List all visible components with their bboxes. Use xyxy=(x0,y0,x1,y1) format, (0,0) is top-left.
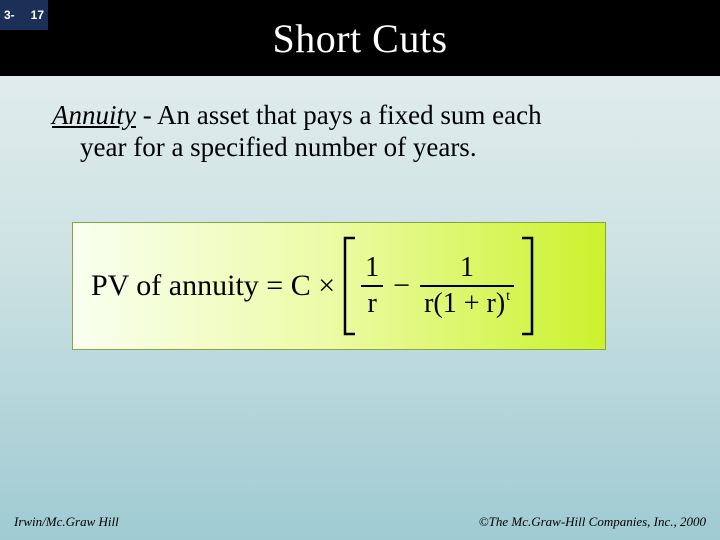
formula-lhs: PV of annuity = C × xyxy=(91,269,335,303)
definition-term: Annuity xyxy=(52,100,136,130)
footer-right: ©The Mc.Graw-Hill Companies, Inc., 2000 xyxy=(479,514,706,530)
definition-line2: year for a specified number of years. xyxy=(52,132,684,164)
chapter-number: 3- xyxy=(4,8,15,22)
slide-footer: Irwin/Mc.Graw Hill ©The Mc.Graw-Hill Com… xyxy=(0,514,720,530)
slide: 3- 17 Short Cuts Annuity - An asset that… xyxy=(0,0,720,540)
page-badge: 3- 17 xyxy=(0,0,48,30)
minus-sign: − xyxy=(383,269,420,303)
frac2-den-r: r xyxy=(424,290,433,318)
fraction-2: 1 r(1 + r)t xyxy=(420,251,514,321)
frac2-denominator: r(1 + r)t xyxy=(420,287,514,321)
footer-left: Irwin/Mc.Graw Hill xyxy=(14,514,119,530)
left-bracket-icon xyxy=(343,236,357,336)
formula-fractions: 1 r − 1 r(1 + r)t xyxy=(357,251,520,321)
definition-line1: - An asset that pays a fixed sum each xyxy=(136,100,542,130)
page-number: 17 xyxy=(31,8,44,22)
frac1-numerator: 1 xyxy=(361,251,383,285)
frac2-numerator: 1 xyxy=(456,251,478,285)
definition-text: Annuity - An asset that pays a fixed sum… xyxy=(52,100,684,164)
frac1-denominator: r xyxy=(363,287,380,321)
slide-header: 3- 17 Short Cuts xyxy=(0,0,720,76)
frac2-den-paren: (1 + r) xyxy=(433,290,505,318)
slide-title: Short Cuts xyxy=(0,15,720,62)
slide-body: Annuity - An asset that pays a fixed sum… xyxy=(0,76,720,350)
formula-box: PV of annuity = C × 1 r − 1 xyxy=(72,222,606,350)
frac2-den-exponent: t xyxy=(506,290,510,304)
fraction-1: 1 r xyxy=(361,251,383,321)
right-bracket-icon xyxy=(520,236,534,336)
formula-bracketed: 1 r − 1 r(1 + r)t xyxy=(343,236,534,336)
